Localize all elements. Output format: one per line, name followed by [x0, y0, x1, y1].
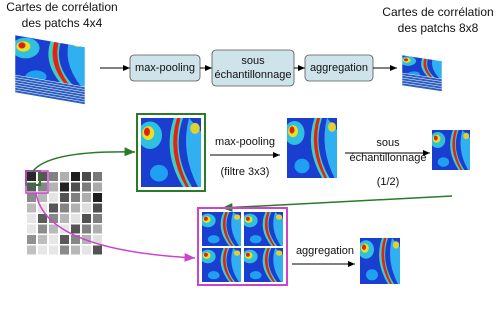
op-label: échantillonnage: [349, 152, 426, 164]
patch: [27, 214, 36, 223]
patch: [82, 214, 91, 223]
heatmap: [141, 118, 201, 187]
patch: [71, 183, 80, 192]
arrow: [36, 193, 195, 258]
patch: [60, 214, 69, 223]
patch: [60, 183, 69, 192]
patch: [82, 246, 91, 255]
patch: [49, 183, 58, 192]
op-note: (1/2): [377, 176, 400, 188]
patch: [60, 204, 69, 213]
patch: [82, 183, 91, 192]
patch: [27, 204, 36, 213]
patch: [82, 204, 91, 213]
op-note: (filtre 3x3): [221, 166, 270, 178]
output-stack: [402, 55, 442, 92]
input-label: des patchs 4x4: [22, 16, 103, 30]
heatmap: [202, 212, 241, 246]
output-label: Cartes de corrélation: [382, 5, 493, 19]
patch: [60, 235, 69, 244]
patch: [71, 204, 80, 213]
patch: [27, 246, 36, 255]
patch: [38, 235, 47, 244]
patch: [49, 193, 58, 202]
patch: [27, 225, 36, 234]
patch: [60, 172, 69, 181]
patch: [38, 193, 47, 202]
patch: [27, 172, 36, 181]
step-label: aggregation: [310, 62, 368, 74]
heatmap: [244, 248, 283, 282]
patch: [60, 246, 69, 255]
patch: [93, 172, 102, 181]
heatmap: [244, 212, 283, 246]
patch: [49, 204, 58, 213]
patch: [27, 183, 36, 192]
patch: [71, 246, 80, 255]
input-label: Cartes de corrélation: [6, 0, 117, 14]
patch: [71, 214, 80, 223]
patch: [71, 172, 80, 181]
patch: [82, 193, 91, 202]
patch: [93, 246, 102, 255]
patch: [49, 235, 58, 244]
patch: [49, 225, 58, 234]
heatmap: [287, 118, 337, 178]
patch: [27, 235, 36, 244]
diagram: Cartes de corrélation des patchs 4x4 max…: [0, 0, 501, 315]
patch: [93, 214, 102, 223]
patch: [93, 204, 102, 213]
patch: [38, 225, 47, 234]
patch: [38, 246, 47, 255]
step-label: max-pooling: [135, 62, 195, 74]
patch: [82, 172, 91, 181]
patch: [82, 225, 91, 234]
op-label: max-pooling: [215, 136, 275, 148]
step-label: échantillonnage: [214, 69, 291, 81]
patch: [27, 193, 36, 202]
input-stack: [15, 35, 85, 105]
heatmap: [360, 238, 400, 284]
patch: [71, 225, 80, 234]
patch: [71, 193, 80, 202]
heatmap: [432, 130, 470, 170]
patch: [93, 193, 102, 202]
arrow: [33, 152, 135, 171]
patch: [93, 225, 102, 234]
patch: [60, 193, 69, 202]
op-label: sous: [376, 137, 400, 149]
output-label: des patchs 8x8: [398, 21, 479, 35]
patch: [49, 246, 58, 255]
patch: [49, 172, 58, 181]
heatmap: [202, 248, 241, 282]
arrow: [222, 196, 452, 208]
patch: [93, 183, 102, 192]
step-label: sous: [241, 55, 265, 67]
op-label: aggregation: [296, 245, 354, 257]
